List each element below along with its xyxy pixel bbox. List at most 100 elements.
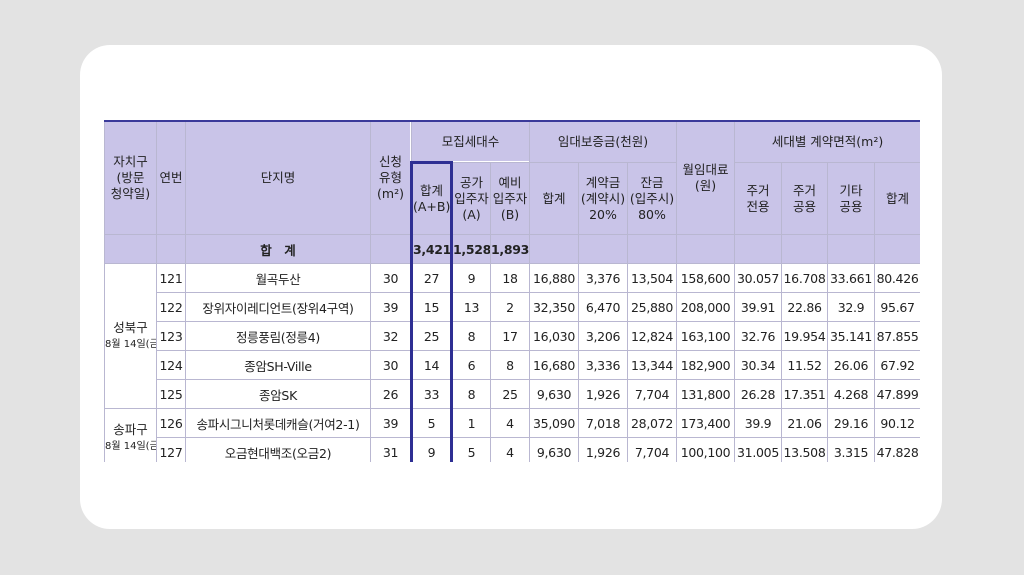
recruit-total-cell: 25 <box>410 321 453 351</box>
serial-cell: 121 <box>156 263 186 293</box>
area-other-cell: 4.268 <box>827 379 876 409</box>
area-total-cell: 47.899 <box>874 379 920 409</box>
area-total-cell: 95.67 <box>874 292 920 322</box>
header-district: 자치구 (방문 청약일) <box>104 120 157 235</box>
total-recruit-reserve: 1,893 <box>489 234 531 264</box>
header-apply-type: 신청 유형 (m²) <box>370 120 412 235</box>
header-recruit-group: 모집세대수 <box>410 120 531 163</box>
serial-cell: 124 <box>156 350 186 380</box>
header-area-total: 합계 <box>874 162 920 235</box>
recruit-total-cell: 9 <box>410 437 453 462</box>
area-common-cell: 11.52 <box>781 350 829 380</box>
recruit-vacant-cell: 8 <box>451 379 491 409</box>
area-private-cell: 30.057 <box>734 263 783 293</box>
area-other-cell: 35.141 <box>827 321 876 351</box>
deposit-contract-cell: 3,206 <box>578 321 629 351</box>
header-deposit-total: 합계 <box>529 162 580 235</box>
complex-name-cell: 월곡두산 <box>185 263 371 293</box>
deposit-balance-cell: 25,880 <box>627 292 678 322</box>
recruit-total-cell: 15 <box>410 292 453 322</box>
rental-table-container: 자치구 (방문 청약일) 연번 단지명 신청 유형 (m²) 모집세대수 임대보증금(천… <box>104 120 920 462</box>
area-other-cell: 29.16 <box>827 408 876 438</box>
header-area-private: 주거 전용 <box>734 162 783 235</box>
recruit-total-cell: 14 <box>410 350 453 380</box>
district-date: 8월 14일(금) <box>105 440 156 452</box>
table-row: 123 정릉풍림(정릉4) 32 25 8 17 16,030 3,206 12,824 163,… <box>105 321 920 351</box>
recruit-total-cell: 5 <box>410 408 453 438</box>
rental-recruitment-table: 자치구 (방문 청약일) 연번 단지명 신청 유형 (m²) 모집세대수 임대보증금(천… <box>104 120 920 462</box>
header-recruit-reserve: 예비 입주자 (B) <box>489 162 531 235</box>
recruit-vacant-cell: 1 <box>451 408 491 438</box>
deposit-balance-cell: 13,344 <box>627 350 678 380</box>
recruit-reserve-cell: 18 <box>489 263 531 293</box>
recruit-reserve-cell: 2 <box>489 292 531 322</box>
area-total-cell: 90.12 <box>874 408 920 438</box>
deposit-contract-cell: 1,926 <box>578 379 629 409</box>
total-recruit-vacant: 1,528 <box>451 234 491 264</box>
header-recruit-vacant: 공가 입주자 (A) <box>451 162 491 235</box>
area-common-cell: 21.06 <box>781 408 829 438</box>
total-label: 합 계 <box>185 234 371 264</box>
recruit-reserve-cell: 8 <box>489 350 531 380</box>
serial-cell: 125 <box>156 379 186 409</box>
area-other-cell: 3.315 <box>827 437 876 462</box>
recruit-vacant-cell: 5 <box>451 437 491 462</box>
recruit-vacant-cell: 6 <box>451 350 491 380</box>
serial-cell: 126 <box>156 408 186 438</box>
area-common-cell: 19.954 <box>781 321 829 351</box>
deposit-total-cell: 9,630 <box>529 437 580 462</box>
deposit-contract-cell: 7,018 <box>578 408 629 438</box>
area-common-cell: 13.508 <box>781 437 829 462</box>
complex-name-cell: 종암SK <box>185 379 371 409</box>
deposit-total-cell: 16,680 <box>529 350 580 380</box>
table-row: 124 종암SH-Ville 30 14 6 8 16,680 3,336 13,344 182,… <box>105 350 920 380</box>
monthly-rent-cell: 163,100 <box>676 321 736 351</box>
serial-cell: 122 <box>156 292 186 322</box>
apply-type-cell: 30 <box>370 350 412 380</box>
monthly-rent-cell: 100,100 <box>676 437 736 462</box>
apply-type-cell: 39 <box>370 292 412 322</box>
complex-name-cell: 오금현대백조(오금2) <box>185 437 371 462</box>
deposit-contract-cell: 6,470 <box>578 292 629 322</box>
deposit-balance-cell: 7,704 <box>627 437 678 462</box>
deposit-balance-cell: 28,072 <box>627 408 678 438</box>
deposit-total-cell: 16,030 <box>529 321 580 351</box>
table-row: 122 장위자이레디언트(장위4구역) 39 15 13 2 32,350 6,470 25,8… <box>105 292 920 322</box>
recruit-total-cell: 33 <box>410 379 453 409</box>
area-other-cell: 26.06 <box>827 350 876 380</box>
deposit-total-cell: 32,350 <box>529 292 580 322</box>
deposit-balance-cell: 7,704 <box>627 379 678 409</box>
area-total-cell: 80.426 <box>874 263 920 293</box>
area-common-cell: 16.708 <box>781 263 829 293</box>
deposit-balance-cell: 13,504 <box>627 263 678 293</box>
recruit-reserve-cell: 4 <box>489 437 531 462</box>
area-private-cell: 39.91 <box>734 292 783 322</box>
deposit-contract-cell: 3,336 <box>578 350 629 380</box>
complex-name-cell: 종암SH-Ville <box>185 350 371 380</box>
header-serial: 연번 <box>156 120 186 235</box>
area-common-cell: 22.86 <box>781 292 829 322</box>
monthly-rent-cell: 158,600 <box>676 263 736 293</box>
complex-name-cell: 정릉풍림(정릉4) <box>185 321 371 351</box>
apply-type-cell: 39 <box>370 408 412 438</box>
area-private-cell: 39.9 <box>734 408 783 438</box>
area-other-cell: 33.661 <box>827 263 876 293</box>
deposit-total-cell: 16,880 <box>529 263 580 293</box>
header-deposit-contract: 계약금 (계약시) 20% <box>578 162 629 235</box>
header-area-group: 세대별 계약면적(m²) <box>734 120 920 163</box>
monthly-rent-cell: 131,800 <box>676 379 736 409</box>
area-other-cell: 32.9 <box>827 292 876 322</box>
complex-name-cell: 송파시그니처롯데캐슬(거여2-1) <box>185 408 371 438</box>
district-cell: 성북구 8월 14일(금) <box>104 263 157 409</box>
apply-type-cell: 32 <box>370 321 412 351</box>
table-row: 127 오금현대백조(오금2) 31 9 5 4 9,630 1,926 7,704 100,10… <box>105 437 920 462</box>
deposit-contract-cell: 1,926 <box>578 437 629 462</box>
total-row: 합 계 3,421 1,528 1,893 <box>104 234 920 264</box>
district-cell: 송파구 8월 14일(금) <box>104 408 157 462</box>
recruit-vacant-cell: 8 <box>451 321 491 351</box>
monthly-rent-cell: 208,000 <box>676 292 736 322</box>
complex-name-cell: 장위자이레디언트(장위4구역) <box>185 292 371 322</box>
recruit-reserve-cell: 25 <box>489 379 531 409</box>
apply-type-cell: 31 <box>370 437 412 462</box>
